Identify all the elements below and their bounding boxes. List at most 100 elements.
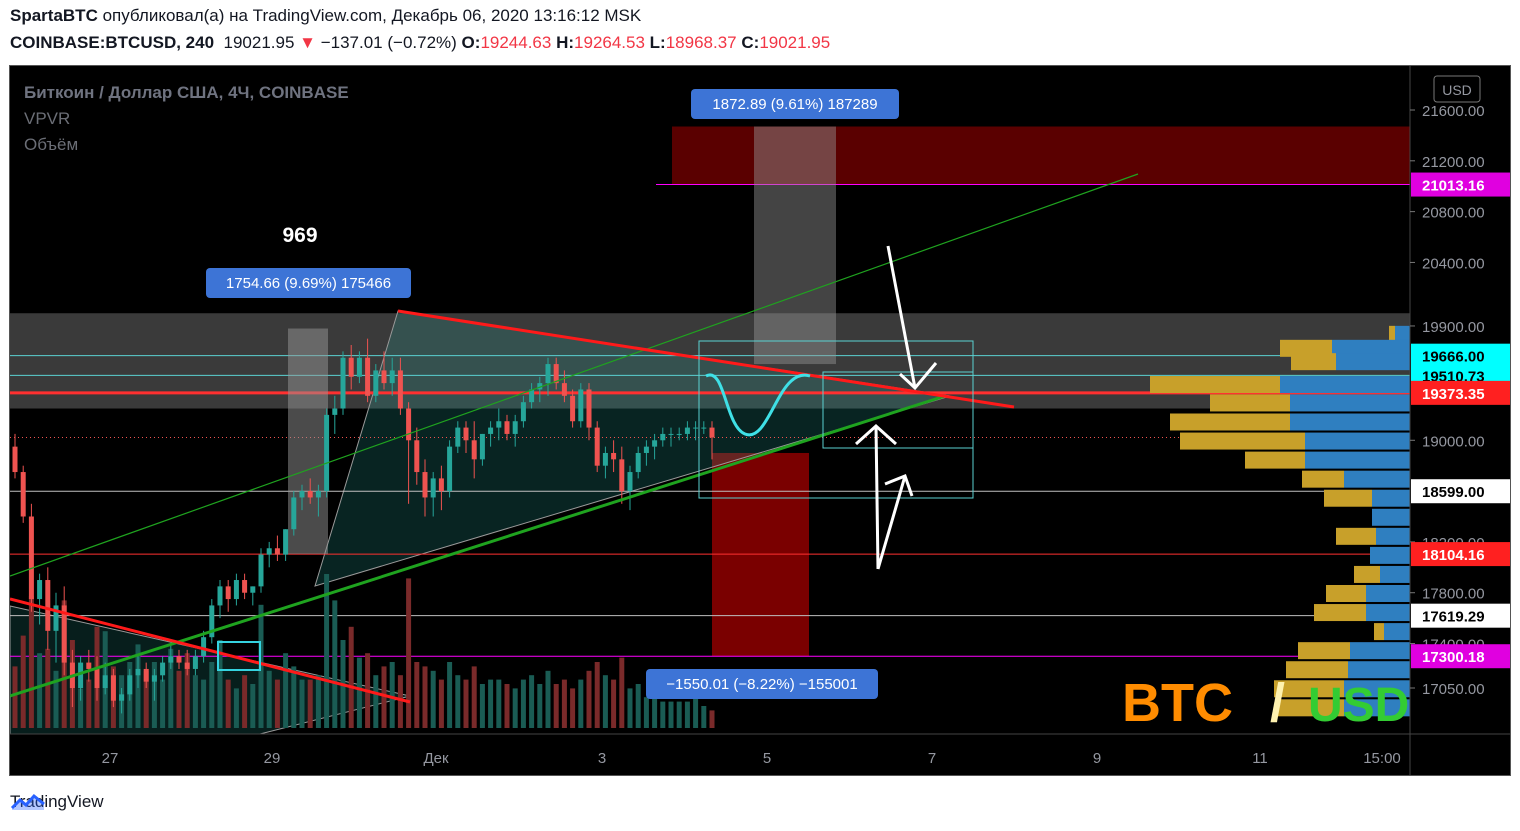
price-label: 19666.00 <box>1422 349 1485 366</box>
price-chart[interactable]: 1754.66 (9.69%) 175466 1872.89 (9.61%) 18… <box>10 66 1511 776</box>
price-label-bg <box>1411 380 1510 405</box>
volume-bar <box>315 675 321 728</box>
price-label: 17619.29 <box>1422 609 1485 626</box>
candle-body <box>611 452 617 460</box>
open-label: O: <box>461 33 481 52</box>
candle-body <box>12 446 18 473</box>
y-tick-label: 17800.00 <box>1422 586 1485 603</box>
candle-body <box>151 675 157 682</box>
low-value: 18968.37 <box>665 33 737 52</box>
zone-target <box>672 126 1410 185</box>
chart-area[interactable]: 1754.66 (9.69%) 175466 1872.89 (9.61%) 18… <box>9 65 1511 776</box>
legend-vpvr[interactable]: VPVR <box>24 109 71 128</box>
x-tick-label: 27 <box>102 750 119 767</box>
candle-body <box>529 389 535 403</box>
candle-body <box>504 421 510 434</box>
volume-bar <box>578 679 584 728</box>
measure-label-down: −1550.01 (−8.22%) −155001 <box>666 676 857 693</box>
volume-bar <box>496 679 502 728</box>
candle-body <box>389 370 395 384</box>
profile-bar-sell <box>1290 413 1410 431</box>
candle-body <box>340 357 346 409</box>
candle-body <box>463 427 469 441</box>
candle-body <box>37 580 43 600</box>
candle-body <box>602 452 608 466</box>
volume-bar <box>512 688 518 728</box>
volume-bar <box>381 666 387 728</box>
volume-bar <box>545 670 551 728</box>
x-tick-label: 29 <box>264 750 281 767</box>
profile-bar-buy <box>1336 527 1376 545</box>
candle-body <box>266 548 272 555</box>
candle-body <box>660 433 666 441</box>
candle-body <box>447 446 453 492</box>
volume-bar <box>422 666 428 728</box>
author-name[interactable]: SpartaBTC <box>10 6 98 25</box>
candle-body <box>299 491 305 498</box>
price-label: 19373.35 <box>1422 386 1485 403</box>
volume-bar <box>479 684 485 728</box>
volume-bar <box>242 675 248 728</box>
candle-body <box>512 421 518 434</box>
close-value: 19021.95 <box>759 33 831 52</box>
candle-body <box>414 440 420 473</box>
profile-bar-sell <box>1280 376 1410 394</box>
profile-bar-sell <box>1366 584 1410 602</box>
profile-bar-buy <box>1324 489 1372 507</box>
measure-label-up-2-bg <box>691 89 899 119</box>
price-label-bg <box>1411 542 1510 567</box>
candle-body <box>356 357 362 377</box>
measure-label-up-2: 1872.89 (9.61%) 187289 <box>712 96 877 113</box>
publish-info: SpartaBTC опубликовал(а) на TradingView.… <box>10 6 641 26</box>
zone-drop <box>712 452 809 657</box>
volume-bar <box>389 662 395 728</box>
profile-bar-buy <box>1170 413 1290 431</box>
candle-body <box>471 440 477 460</box>
volume-bar <box>668 701 674 728</box>
profile-bar-buy <box>1286 661 1348 679</box>
close-label: C: <box>741 33 760 52</box>
candle-body <box>709 427 715 438</box>
profile-bar-sell <box>1344 699 1410 717</box>
volume-bar <box>463 679 469 728</box>
y-tick-label: 19900.00 <box>1422 319 1485 336</box>
profile-bar-sell <box>1376 527 1410 545</box>
price-label: 17300.18 <box>1422 649 1485 666</box>
x-tick-label: 15:00 <box>1363 750 1401 767</box>
candle-body <box>693 427 699 429</box>
profile-bar-sell <box>1370 546 1410 564</box>
y-tick-label: 21600.00 <box>1422 103 1485 120</box>
legend-title[interactable]: Биткоин / Доллар США, 4Ч, COINBASE <box>24 83 349 102</box>
candle-body <box>94 668 100 688</box>
volume-bar <box>619 657 625 728</box>
candle-body <box>422 472 428 498</box>
candle-body <box>430 478 436 498</box>
profile-bar-sell <box>1336 353 1410 371</box>
volume-bar <box>520 679 526 728</box>
profile-bar-buy <box>1291 353 1336 371</box>
legend-volume[interactable]: Объём <box>24 135 79 154</box>
volume-bar <box>471 666 477 728</box>
profile-bar-sell <box>1366 604 1410 622</box>
candle-body <box>635 452 641 473</box>
volume-bar <box>635 684 641 728</box>
candle-body <box>274 548 280 555</box>
volume-bar <box>504 684 510 728</box>
open-value: 19244.63 <box>480 33 552 52</box>
currency-button-label: USD <box>1442 82 1472 98</box>
tradingview-logo-icon[interactable] <box>10 792 46 812</box>
last-price: 19021.95 <box>223 33 295 52</box>
profile-bar-buy <box>1278 699 1344 717</box>
volume-bar <box>332 600 338 728</box>
candle-body <box>250 586 256 593</box>
profile-bar-sell <box>1372 489 1410 507</box>
candle-body <box>201 637 207 657</box>
candle-body <box>143 668 149 682</box>
volume-bar <box>37 653 43 728</box>
volume-bar <box>283 653 289 728</box>
profile-bar-sell <box>1344 680 1410 698</box>
price-label: 21013.16 <box>1422 178 1485 195</box>
volume-bar <box>143 670 149 728</box>
candle-body <box>570 395 576 422</box>
volume-bar <box>184 653 190 728</box>
